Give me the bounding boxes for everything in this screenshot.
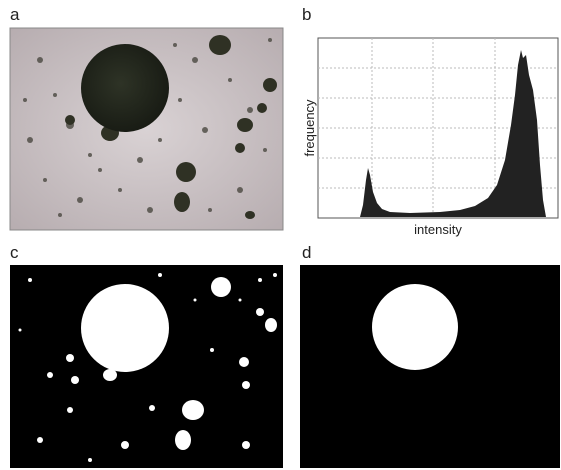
panel-label: a [10,5,20,24]
histogram [318,38,558,218]
panel-label: d [302,243,311,262]
panel-label: b [302,5,311,24]
y-axis-label: frequency [302,99,317,157]
segmented-mask [300,265,560,468]
panel-label: c [10,243,19,262]
figure: a b frequency in [0,0,561,470]
binary-mask [10,265,283,468]
micrograph [10,28,283,230]
page: a b frequency in [0,0,561,470]
x-axis-label: intensity [414,222,462,237]
